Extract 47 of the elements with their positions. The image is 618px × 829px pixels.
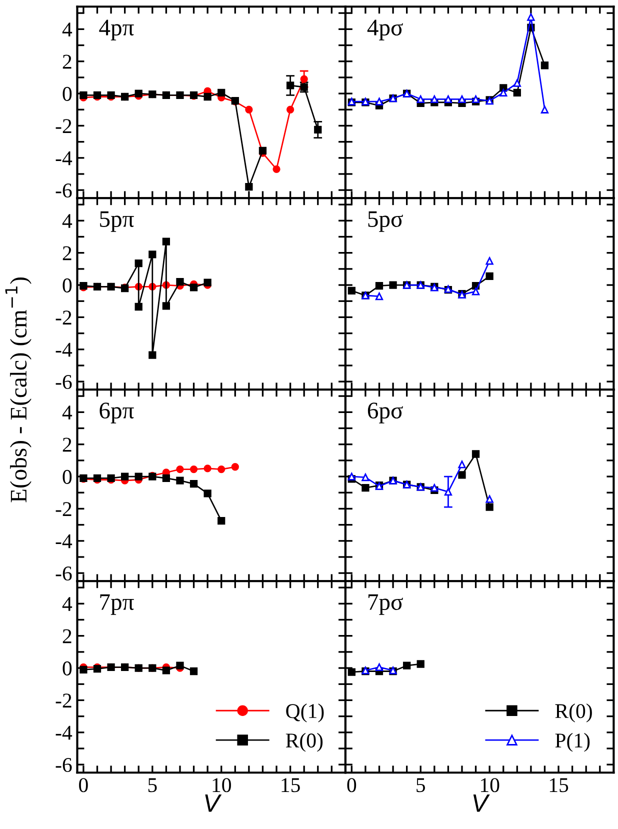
chart-title: 5pπ	[100, 211, 134, 232]
y-tick-label: -4	[56, 342, 72, 357]
y-tick-label: -2	[56, 502, 72, 516]
y-tick-label: 2	[62, 54, 72, 69]
y-tick-label: -2	[56, 694, 72, 708]
y-tick-label: 2	[62, 246, 72, 260]
y-tick-label: 0	[62, 470, 72, 484]
y-tick-label: 4	[62, 214, 72, 228]
x-tick-label: 5	[148, 778, 157, 792]
y-tick-label: -2	[56, 310, 72, 324]
x-tick-label: 5	[416, 778, 426, 792]
chart-title: 5pσ	[368, 211, 403, 232]
legend-label: P(1)	[555, 732, 590, 752]
y-tick-label: 4	[62, 406, 72, 420]
y-tick-label: -4	[56, 151, 72, 166]
chart-title: 4pσ	[367, 20, 403, 40]
y-tick-label: 2	[62, 438, 72, 452]
legend-label: R(0)	[555, 703, 592, 722]
y-tick-label: 4	[62, 22, 72, 36]
chart-title: 7pσ	[368, 594, 403, 615]
y-tick-label: -6	[56, 566, 72, 581]
legend-label: Q(1)	[286, 703, 324, 722]
y-tick-label: 4	[62, 597, 72, 611]
x-tick-label: 15	[282, 778, 300, 792]
y-tick-label: -6	[56, 184, 72, 198]
y-tick-label: -2	[56, 119, 72, 133]
legend-label: R(0)	[286, 732, 323, 752]
y-tick-label: 0	[62, 278, 72, 292]
y-tick-label: 0	[62, 86, 72, 101]
y-tick-label: -4	[56, 534, 72, 548]
x-tick-label: 0	[347, 778, 356, 792]
y-tick-label: -6	[56, 375, 72, 390]
y-tick-label: -6	[56, 758, 72, 772]
y-axis-title: E(obs) - E(calc) (cm$^{−1}$)	[5, 278, 32, 502]
chart-title: 6pπ	[100, 402, 134, 424]
x-axis-title: V	[205, 794, 222, 812]
chart-title: 7pπ	[100, 594, 134, 615]
y-tick-label: -4	[56, 726, 72, 740]
y-tick-label: 2	[62, 629, 72, 644]
y-tick-label: 0	[62, 661, 72, 676]
x-axis-title: V	[473, 794, 490, 812]
x-tick-label: 10	[212, 778, 231, 792]
chart-title: 6pσ	[368, 402, 403, 424]
x-tick-label: 15	[550, 778, 568, 792]
x-tick-label: 10	[480, 778, 500, 792]
x-tick-label: 0	[79, 778, 88, 792]
chart-title: 4pπ	[99, 20, 134, 40]
